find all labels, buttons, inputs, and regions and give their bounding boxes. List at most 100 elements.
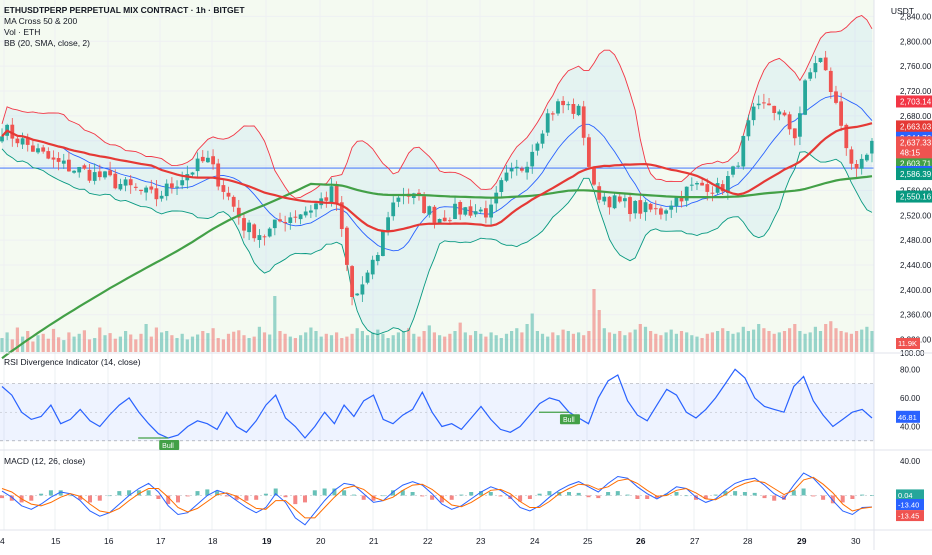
volume-bar <box>247 338 251 352</box>
candle <box>643 199 648 221</box>
volume-bar <box>607 332 612 352</box>
candle-body <box>293 216 298 218</box>
candle <box>154 179 159 207</box>
volume-bar <box>726 331 730 352</box>
candle-body <box>170 183 174 188</box>
candle <box>381 229 385 257</box>
volume-bar <box>669 329 673 352</box>
time-tick-label: 21 <box>369 536 379 546</box>
time-tick-label: 26 <box>636 536 646 546</box>
volume-bar <box>211 328 215 352</box>
volume-bar <box>432 332 436 352</box>
price-axis-label-text: 2,550.16 <box>900 193 932 202</box>
candle <box>808 68 813 82</box>
candle-body <box>870 140 874 154</box>
indicator-bollinger[interactable]: BB (20, SMA, close, 2) <box>4 38 90 48</box>
main-legend: ETHUSDTPERP PERPETUAL MIX CONTRACT · 1h … <box>4 5 245 49</box>
volume-bar <box>746 331 750 352</box>
indicator-volume[interactable]: Vol · ETH <box>4 27 41 37</box>
volume-bar <box>160 332 164 352</box>
price-tick-label: 2,720.00 <box>900 87 932 96</box>
candle <box>272 219 277 236</box>
symbol-title[interactable]: ETHUSDTPERP PERPETUAL MIX CONTRACT · 1h … <box>4 5 245 15</box>
candle-body <box>695 183 699 185</box>
ma50-line <box>1 122 873 233</box>
macd-histogram-bar <box>439 495 444 503</box>
candle-body <box>468 206 473 216</box>
candle-body <box>278 219 282 222</box>
volume-bar <box>57 337 61 352</box>
volume-bar <box>190 336 195 352</box>
macd-histogram-bar <box>224 495 229 497</box>
candle <box>828 67 833 99</box>
candle-body <box>859 158 864 169</box>
candle <box>303 206 308 218</box>
candle-body <box>206 157 210 163</box>
candle-body <box>818 57 823 62</box>
candle <box>56 152 61 171</box>
macd-histogram-bar <box>0 495 4 499</box>
macd-last-text: -13.45 <box>898 512 919 521</box>
candle-body <box>190 172 195 175</box>
candle-body <box>571 104 576 114</box>
candle <box>453 196 457 220</box>
macd-histogram-bar <box>772 495 777 501</box>
bull-divergence-label: Bull <box>538 411 580 425</box>
candle <box>252 223 257 242</box>
time-tick-label: 30 <box>851 536 861 546</box>
volume-bar <box>793 324 797 352</box>
candle <box>859 154 864 175</box>
candle-body <box>463 207 468 215</box>
time-tick-label: 4 <box>0 536 5 546</box>
bull-label-bg <box>159 439 180 450</box>
macd-histogram-bar <box>537 493 542 496</box>
candle-body <box>736 165 741 167</box>
volume-axis-label: 11.9K <box>896 338 920 349</box>
macd-histogram-bar <box>811 495 816 497</box>
volume-bar <box>474 331 478 352</box>
time-tick-label: 29 <box>797 536 807 546</box>
macd-histogram-bar <box>361 495 366 500</box>
macd-pane-title[interactable]: MACD (12, 26, close) <box>4 456 86 466</box>
macd-histogram-bar <box>48 490 53 496</box>
candle-body <box>427 206 432 215</box>
candle-body <box>123 179 128 186</box>
candle-body <box>36 148 40 153</box>
currency-label[interactable]: USDT <box>890 6 914 16</box>
macd-histogram-bar <box>469 492 474 496</box>
candle-body <box>386 217 390 232</box>
macd-histogram-bar <box>312 490 317 496</box>
rsi-pane-title[interactable]: RSI Divergence Indicator (14, close) <box>4 357 141 367</box>
rsi-last-text: 46.81 <box>898 413 917 422</box>
candle-body <box>298 214 303 220</box>
candle-body <box>602 196 607 202</box>
volume-bar <box>855 331 859 352</box>
candle-body <box>25 138 30 145</box>
candle <box>581 100 586 146</box>
rsi-tick-label: 40.00 <box>900 423 921 432</box>
price-tick-label: 2,440.00 <box>900 261 932 270</box>
volume-bar <box>824 324 828 352</box>
indicator-ma-cross[interactable]: MA Cross 50 & 200 <box>4 16 78 26</box>
time-tick-label: 18 <box>208 536 218 546</box>
volume-bar <box>350 333 354 352</box>
last-price-bg <box>896 136 932 159</box>
rsi-tick-label: 60.00 <box>900 394 921 403</box>
candle <box>679 190 684 208</box>
volume-bar <box>87 339 92 352</box>
candle-body <box>458 202 463 215</box>
volume-bar <box>777 332 781 352</box>
macd-histogram-bar <box>332 488 337 496</box>
candle <box>823 50 828 71</box>
volume-bar <box>752 329 756 352</box>
candle-body <box>252 224 257 239</box>
candle-body <box>767 103 771 106</box>
candle <box>834 85 838 105</box>
candle-body <box>669 205 674 210</box>
volume-bar <box>412 333 416 352</box>
candle-body <box>61 160 66 164</box>
time-tick-label: 15 <box>51 536 61 546</box>
candle <box>144 185 148 201</box>
